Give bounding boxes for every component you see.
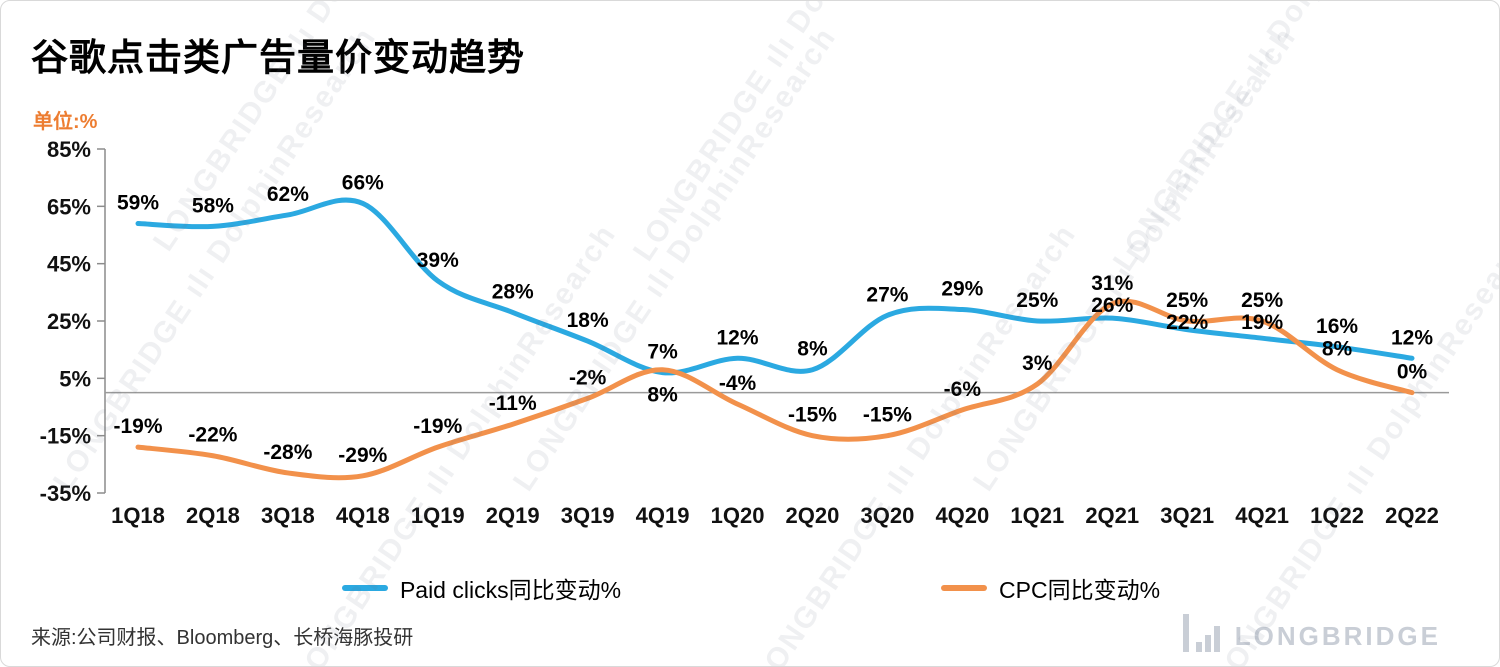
legend-label-cpc: CPC同比变动% [999,577,1161,603]
data-label: 58% [192,194,234,217]
data-label: 19% [1241,311,1283,334]
data-label: 3% [1022,352,1053,375]
data-label: 8% [647,384,678,407]
data-label: 8% [1322,338,1353,361]
series-line-0 [135,197,1415,376]
data-label: -29% [338,444,387,467]
y-tick-label: 85% [47,137,91,162]
x-tick-label: 1Q19 [411,503,465,528]
x-tick-label: 2Q21 [1085,503,1139,528]
data-label: 25% [1166,289,1208,312]
data-label: 7% [647,341,678,364]
data-label: 18% [567,309,609,332]
x-tick-label: 3Q20 [860,503,914,528]
data-label: -19% [113,415,162,438]
data-label: 22% [1166,311,1208,334]
data-label: 29% [941,278,983,301]
legend-item-paid-clicks: Paid clicks同比变动% [341,571,622,605]
y-tick-label: -35% [40,481,91,506]
data-label: 59% [117,192,159,215]
data-label: -2% [569,366,607,389]
y-tick-label: -15% [40,424,91,449]
data-label: -28% [263,441,312,464]
data-label: 8% [797,338,828,361]
x-tick-label: 2Q22 [1385,503,1439,528]
data-label: 25% [1016,289,1058,312]
longbridge-logo: LONGBRIDGE [1182,614,1441,652]
x-tick-label: 3Q18 [261,503,315,528]
x-tick-label: 4Q20 [935,503,989,528]
data-label: 39% [417,249,459,272]
source-note: 来源:公司财报、Bloomberg、长桥海豚投研 [31,627,414,649]
data-label: 27% [866,283,908,306]
chart-legend: Paid clicks同比变动% CPC同比变动% [1,571,1499,605]
data-label: -15% [863,404,912,427]
trend-chart: 85% 65% 45% 25% 5% -15% -35% 1Q18 2Q18 3Q18 4Q18 1Q… [1,129,1499,541]
x-tick-label: 2Q19 [486,503,540,528]
x-tick-label: 4Q21 [1235,503,1289,528]
data-label: 16% [1316,315,1358,338]
x-tick-label: 1Q21 [1010,503,1064,528]
unit-label: 单位:% [33,111,98,133]
y-tick-label: 5% [59,366,91,391]
x-tick-label: 3Q19 [561,503,615,528]
data-label: -22% [188,424,237,447]
y-tick-label: 25% [47,309,91,334]
y-tick-label: 65% [47,194,91,219]
data-label: 26% [1091,294,1133,317]
y-tick-label: 45% [47,252,91,277]
data-label: -4% [719,372,757,395]
data-label: -19% [413,415,462,438]
data-label: 62% [267,183,309,206]
data-label: 12% [1391,326,1433,349]
data-label: -15% [788,404,837,427]
x-tick-label: 1Q22 [1310,503,1364,528]
data-label: -6% [944,378,982,401]
line-chart-canvas: 85% 65% 45% 25% 5% -15% -35% 1Q18 2Q18 3Q18 4Q18 1Q… [40,137,1449,528]
x-tick-label: 1Q20 [711,503,765,528]
data-label: 12% [717,326,759,349]
x-tick-label: 4Q18 [336,503,390,528]
series-line-1 [135,298,1415,481]
x-tick-label: 3Q21 [1160,503,1214,528]
x-tick-label: 1Q18 [111,503,165,528]
data-label: 31% [1091,272,1133,295]
x-tick-label: 2Q18 [186,503,240,528]
longbridge-logo-text: LONGBRIDGE [1234,621,1441,651]
data-label: 66% [342,171,384,194]
chart-title: 谷歌点击类广告量价变动趋势 [31,37,525,78]
cpc-line-swatch [941,585,988,591]
data-label: -11% [489,392,537,415]
data-label: 25% [1241,289,1283,312]
legend-item-cpc: CPC同比变动% [941,571,1160,605]
longbridge-bars-icon [1182,614,1220,652]
x-tick-label: 2Q20 [786,503,840,528]
x-tick-label: 4Q19 [636,503,690,528]
data-label: 28% [492,280,534,303]
data-label: 0% [1397,361,1428,384]
paid-clicks-line-swatch [341,585,388,591]
legend-label-paid-clicks: Paid clicks同比变动% [399,577,622,603]
